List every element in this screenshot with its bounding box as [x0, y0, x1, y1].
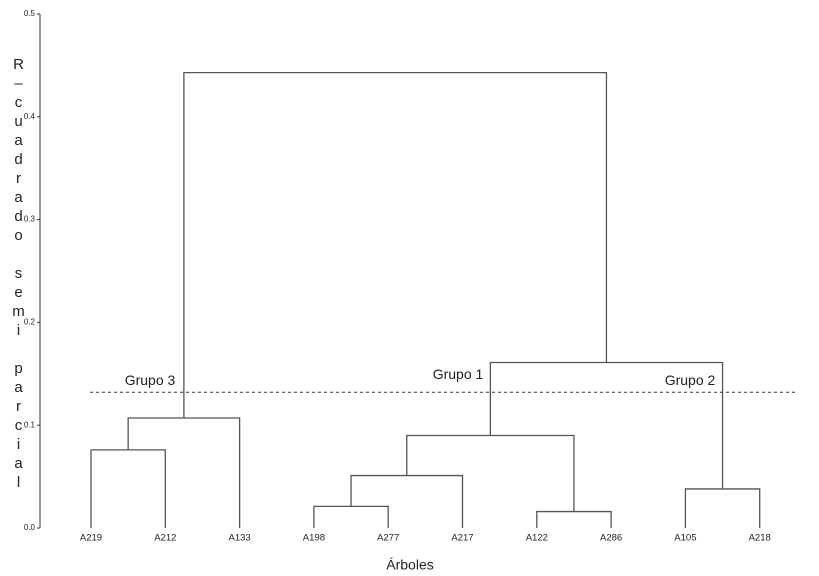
dendrogram-link [313, 505, 389, 528]
y-tick-label: 0.2 [24, 318, 36, 327]
dendrogram-link [90, 449, 166, 528]
group-label: Grupo 3 [125, 372, 176, 388]
leaf-label: A217 [451, 533, 473, 544]
dendrogram-link [127, 417, 241, 528]
leaf-label: A133 [229, 533, 251, 544]
dendrogram-link [406, 434, 575, 512]
leaf-label: A198 [303, 533, 325, 544]
dendrogram-link [183, 71, 608, 419]
y-axis-label: R–cuadrado semi parcial [10, 56, 27, 493]
y-tick-label: 0.3 [24, 215, 36, 224]
y-tick-label: 0.4 [24, 112, 36, 121]
dendrogram-link [536, 510, 612, 528]
leaf-label: A219 [80, 533, 102, 544]
y-tick-label: 0.5 [24, 9, 36, 18]
dendrogram-link [684, 488, 761, 528]
group-label: Grupo 1 [433, 366, 484, 382]
leaf-label: A286 [600, 533, 622, 544]
leaf-label: A105 [674, 533, 696, 544]
y-tick-label: 0.1 [24, 420, 36, 429]
dendrogram-link [350, 474, 464, 528]
leaf-label: A122 [526, 533, 548, 544]
x-axis-label: Árboles [386, 557, 433, 573]
leaf-label: A218 [749, 533, 771, 544]
leaf-label: A277 [377, 533, 399, 544]
leaf-label: A212 [154, 533, 176, 544]
group-label: Grupo 2 [665, 372, 716, 388]
y-tick-label: 0.0 [24, 523, 36, 532]
